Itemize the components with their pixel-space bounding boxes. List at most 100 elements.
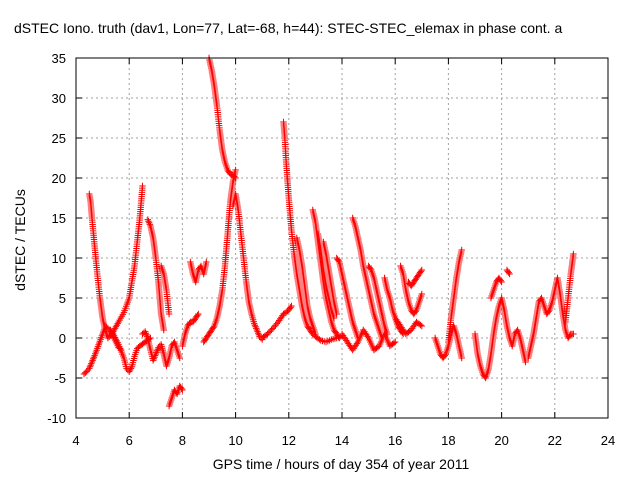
x-tick-label: 24: [601, 433, 615, 448]
data-point-plus: [89, 357, 96, 364]
data-series: [205, 54, 239, 182]
data-point-plus: [251, 322, 259, 329]
data-point-plus: [392, 338, 399, 346]
data-point-plus: [570, 330, 577, 338]
x-tick-label: 22: [548, 433, 562, 448]
x-tick-label: 14: [335, 433, 349, 448]
data-point-plus: [149, 357, 157, 364]
data-point-plus: [88, 358, 96, 366]
data-point-plus: [160, 326, 167, 334]
data-series: [503, 266, 513, 278]
data-point-plus: [232, 166, 239, 174]
x-tick-label: 20: [494, 433, 508, 448]
data-point-plus: [266, 328, 274, 335]
y-tick-label: 10: [52, 251, 66, 266]
data-point-plus: [118, 346, 125, 354]
data-point-plus: [254, 328, 261, 335]
data-point-plus: [418, 266, 425, 274]
data-point-plus: [109, 331, 116, 338]
data-series: [200, 166, 239, 346]
x-tick-label: 8: [179, 433, 186, 448]
y-tick-label: 5: [59, 291, 66, 306]
data-point-plus: [251, 320, 258, 327]
data-point-plus: [353, 340, 361, 347]
data-point-plus: [458, 354, 465, 362]
data-point-plus: [152, 350, 159, 358]
data-point-plus: [114, 320, 121, 327]
data-point-plus: [497, 277, 504, 284]
data-point-plus: [253, 326, 261, 334]
data-point-plus: [194, 312, 201, 319]
y-tick-label: -5: [54, 371, 66, 386]
data-point-plus: [210, 324, 217, 331]
data-series: [107, 326, 125, 354]
x-tick-label: 12: [282, 433, 296, 448]
data-series: [392, 314, 425, 338]
data-point-plus: [498, 278, 505, 286]
data-point-plus: [83, 368, 90, 375]
data-point-plus: [153, 349, 160, 356]
data-point-plus: [367, 265, 374, 272]
data-point-plus: [107, 326, 114, 334]
x-axis-label: GPS time / hours of day 354 of year 2011: [212, 456, 470, 472]
data-series: [320, 238, 340, 318]
data-point-plus: [195, 310, 202, 318]
data-point-plus: [522, 358, 529, 366]
data-point-plus: [90, 354, 98, 361]
data-point-plus: [545, 308, 552, 315]
data-point-plus: [269, 325, 277, 332]
data-series: [471, 294, 529, 382]
data-series: [139, 328, 183, 370]
y-tick-label: 15: [52, 211, 66, 226]
data-point-plus: [265, 329, 273, 336]
data-point-plus: [255, 330, 262, 337]
data-point-plus: [145, 218, 152, 225]
data-point-plus: [90, 355, 97, 362]
y-tick-label: 0: [59, 331, 66, 346]
data-point-plus: [178, 385, 185, 392]
data-series: [165, 382, 186, 410]
data-point-plus: [231, 173, 238, 180]
data-point-plus: [335, 257, 342, 264]
data-series: [144, 216, 167, 334]
data-series: [187, 258, 210, 286]
data-point-plus: [316, 336, 323, 343]
data-point-plus: [141, 328, 149, 335]
data-series: [333, 254, 362, 342]
data-series: [229, 190, 266, 343]
data-point-plus: [390, 339, 398, 347]
data-point-plus: [506, 270, 513, 278]
axis-ticks: 4 6 8 10 12 14 16 18 20 22 24 -10 -5 0 5 10 15 20 25 30 35: [47, 51, 615, 448]
data-point-plus: [270, 323, 278, 330]
data-series: [293, 234, 319, 338]
data-point-plus: [505, 269, 512, 276]
data-point-plus: [232, 174, 239, 182]
data-point-plus: [570, 250, 577, 258]
data-point-plus: [418, 290, 425, 298]
data-point-plus: [155, 344, 162, 351]
data-point-plus: [253, 325, 260, 332]
data-point-plus: [146, 221, 154, 228]
data-series: [397, 262, 425, 318]
x-tick-label: 18: [441, 433, 455, 448]
y-tick-label: 20: [52, 171, 66, 186]
data-point-plus: [108, 328, 115, 335]
y-tick-label: -10: [47, 411, 66, 426]
data-point-plus: [312, 330, 319, 338]
data-point-plus: [179, 386, 186, 394]
data-points: [80, 54, 577, 410]
x-tick-label: 4: [72, 433, 79, 448]
plot-frame: [75, 57, 609, 419]
data-point-plus: [412, 308, 419, 315]
data-series: [562, 250, 577, 326]
data-point-plus: [280, 310, 287, 318]
data-point-plus: [288, 302, 295, 310]
data-point-plus: [335, 333, 342, 340]
data-point-plus: [203, 258, 210, 266]
data-series: [487, 274, 505, 302]
data-point-plus: [252, 323, 259, 330]
data-series: [259, 302, 295, 342]
data-series: [349, 214, 386, 342]
data-point-plus: [384, 330, 391, 338]
